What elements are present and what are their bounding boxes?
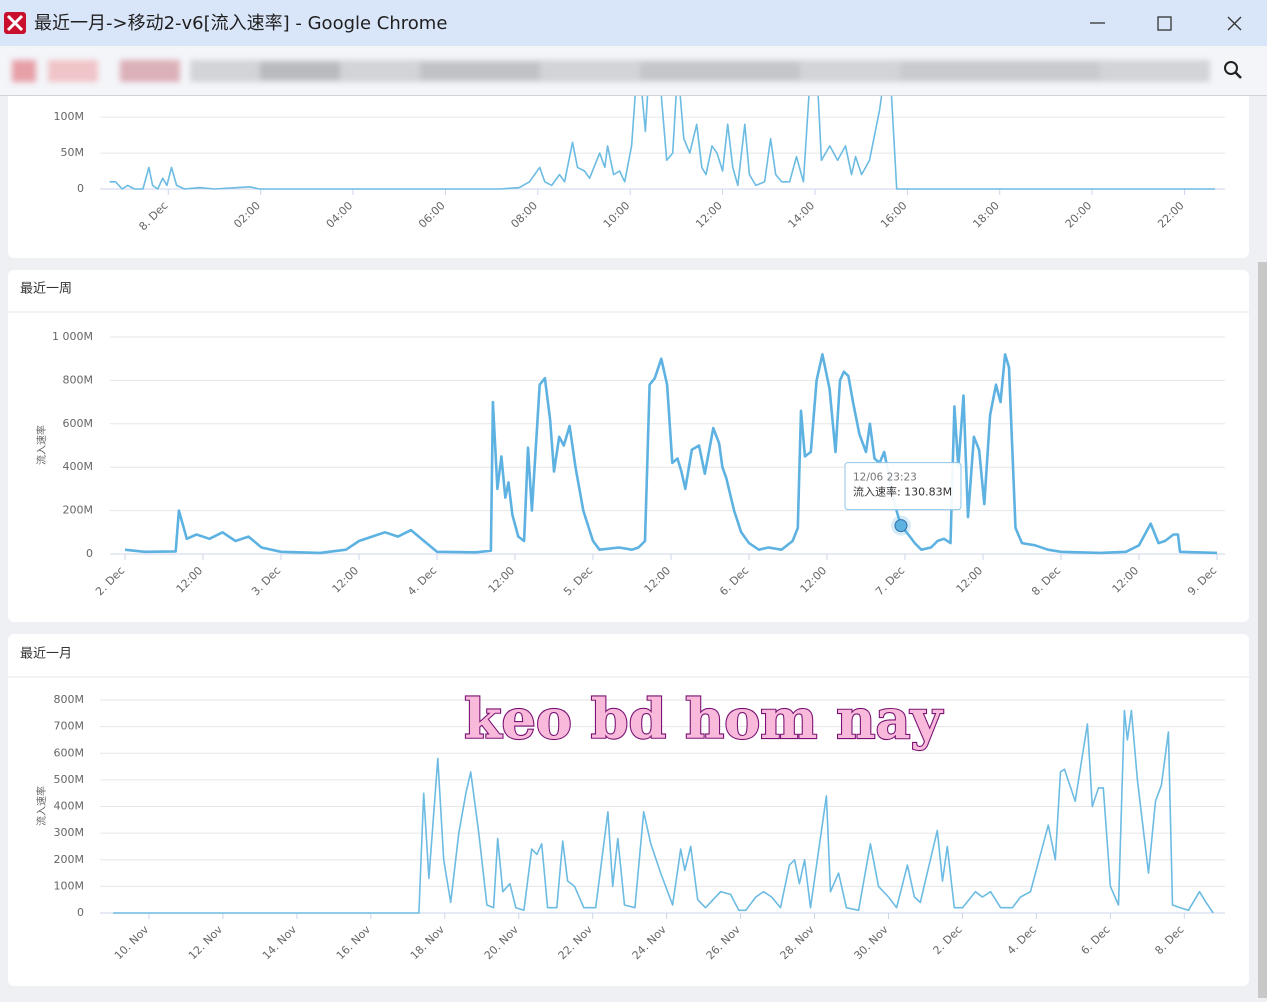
address-bar xyxy=(0,46,1267,96)
y-tick-label: 200M xyxy=(54,853,85,866)
y-tick-label: 300M xyxy=(54,826,85,839)
y-tick-label: 800M xyxy=(63,373,94,386)
y-tick-label: 50M xyxy=(61,146,85,159)
page-content xyxy=(8,60,1267,998)
data-line xyxy=(109,96,1215,190)
data-line xyxy=(124,353,1218,555)
toolbar-border xyxy=(0,95,1267,96)
panel xyxy=(8,270,1249,622)
app-icon-glyph xyxy=(6,14,24,32)
tooltip-text: 流入速率: 130.83M xyxy=(853,485,952,499)
y-tick-label: 0 xyxy=(86,547,93,560)
y-tick-label: 400M xyxy=(63,460,94,473)
panel xyxy=(8,634,1249,986)
tooltip-title: 12/06 23:23 xyxy=(853,472,917,484)
tooltip-box xyxy=(844,462,962,511)
window-title: 最近一月->移动2-v6[流入速率] - Google Chrome xyxy=(34,13,447,34)
y-tick-label: 100M xyxy=(54,879,85,892)
title-bar-bg xyxy=(0,0,1267,46)
data-line xyxy=(113,709,1214,914)
y-tick-label: 0 xyxy=(77,182,84,195)
search-icon[interactable] xyxy=(1224,61,1238,75)
chart-title: 最近一周 xyxy=(20,282,72,297)
y-tick-label: 400M xyxy=(54,800,85,813)
y-axis-title: 流入速率 xyxy=(35,786,48,826)
y-tick-label: 600M xyxy=(54,746,85,759)
hover-marker xyxy=(894,519,908,533)
y-axis-title: 流入速率 xyxy=(35,425,48,465)
y-tick-label: 1 000M xyxy=(52,330,93,343)
maximize-button[interactable] xyxy=(1157,16,1172,31)
y-tick-label: 0 xyxy=(77,906,84,919)
title-bar: 最近一月->移动2-v6[流入速率] - Google Chrome xyxy=(0,0,1267,46)
y-tick-label: 700M xyxy=(54,720,85,733)
y-tick-label: 800M xyxy=(54,693,85,706)
search-icon-handle xyxy=(1234,71,1242,79)
y-tick-label: 600M xyxy=(63,417,94,430)
chart-title: 最近一月 xyxy=(20,647,72,662)
blurred-url xyxy=(12,60,1210,82)
y-tick-label: 100M xyxy=(54,110,85,123)
scrollbar[interactable] xyxy=(1258,262,1267,998)
close-button[interactable] xyxy=(1227,16,1242,31)
y-tick-label: 500M xyxy=(54,773,85,786)
overlay-text: keo bd hom nay xyxy=(464,687,943,751)
y-tick-label: 200M xyxy=(63,504,94,517)
